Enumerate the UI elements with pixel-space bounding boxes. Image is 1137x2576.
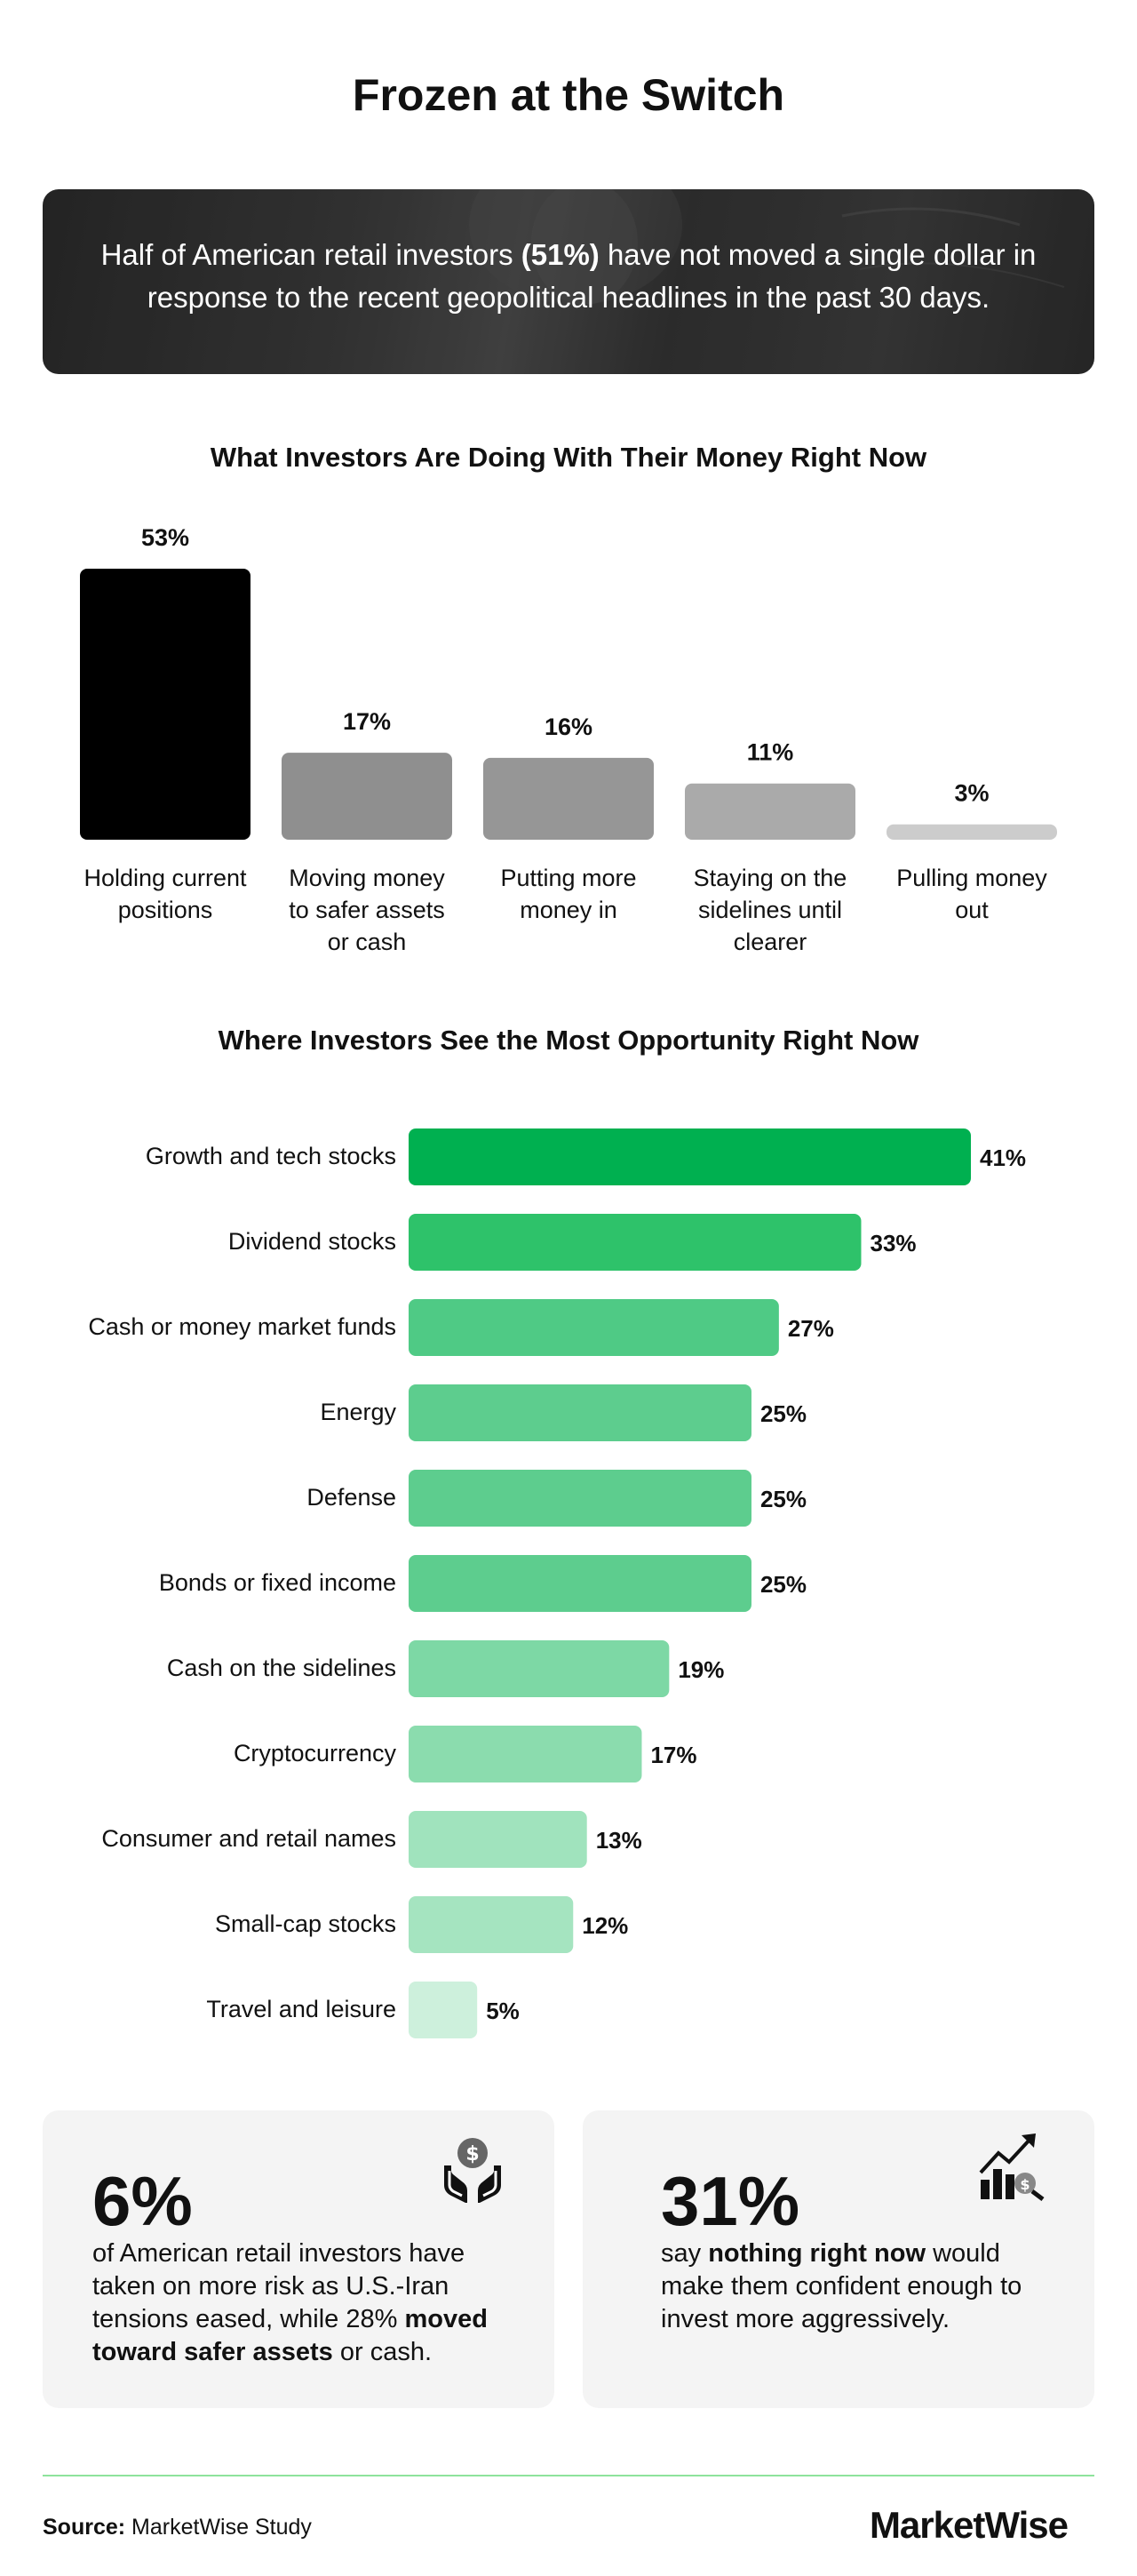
headline-highlight: (51%) [521, 238, 600, 271]
horizontal-bar-8 [409, 1811, 587, 1868]
horizontal-bar-category-10: Travel and leisure [206, 1996, 396, 2022]
horizontal-bar-value-6: 19% [678, 1656, 724, 1683]
horizontal-bar-category-4: Defense [306, 1484, 396, 1511]
horizontal-bar-5 [409, 1555, 751, 1612]
vertical-bar-category-4: Pulling money out [896, 865, 1047, 923]
stat-risk-value: 6% [92, 2162, 193, 2240]
growth-chart-icon: $ [979, 2133, 1045, 2201]
vertical-bar-value-3: 11% [747, 739, 794, 766]
horizontal-bar-value-3: 25% [760, 1400, 807, 1427]
stat-confidence-description: say nothing right now would make them co… [661, 2239, 1022, 2333]
horizontal-bar-category-6: Cash on the sidelines [166, 1655, 396, 1681]
horizontal-bar-6 [409, 1640, 670, 1697]
horizontal-bar-value-1: 33% [870, 1230, 916, 1256]
horizontal-chart-title: Where Investors See the Most Opportunity… [218, 1025, 919, 1056]
horizontal-bar-3 [409, 1384, 751, 1441]
horizontal-bar-value-10: 5% [486, 1998, 520, 2024]
vertical-bar-value-2: 16% [545, 714, 592, 740]
horizontal-bar-category-9: Small-cap stocks [214, 1910, 396, 1937]
horizontal-bar-value-7: 17% [650, 1742, 696, 1768]
investor-actions-chart: 53% 17% 16% 11% 3% Holding current positions M… [0, 506, 1137, 969]
horizontal-bar-10 [409, 1982, 478, 2038]
stat-card-risk: $ 6% of American retail investors have t… [43, 2110, 554, 2408]
horizontal-bar-value-2: 27% [788, 1315, 834, 1342]
vertical-bar-4 [887, 824, 1057, 840]
stat-card-confidence: $ 31% say nothing right now would make t… [583, 2110, 1094, 2408]
horizontal-bar-category-0: Growth and tech stocks [145, 1143, 396, 1169]
stat-risk-description: of American retail investors have taken … [92, 2239, 488, 2366]
vertical-bar-category-0: Holding current positions [83, 865, 247, 923]
vertical-bar-1 [282, 753, 452, 840]
stat-confidence-value: 31% [661, 2162, 800, 2240]
headline-text: Half of American retail investors (51%) … [100, 238, 1037, 314]
horizontal-bar-category-8: Consumer and retail names [101, 1825, 396, 1852]
vertical-bar-value-1: 17% [343, 708, 391, 735]
horizontal-bar-2 [409, 1299, 779, 1356]
horizontal-bar-1 [409, 1214, 862, 1271]
svg-text:$: $ [1020, 2176, 1030, 2193]
vertical-bar-category-2: Putting more money in [500, 865, 637, 923]
vertical-bar-3 [685, 783, 855, 840]
horizontal-bar-0 [409, 1128, 971, 1185]
opportunity-chart: 41% 33% 27% 25% 25% 25% 19% 17% 13% 12% 5% Growth … [0, 1111, 1137, 2053]
svg-text:$: $ [465, 2143, 479, 2165]
horizontal-bar-7 [409, 1726, 642, 1782]
vertical-bar-value-4: 3% [954, 780, 989, 807]
vertical-bar-category-3: Staying on the sidelines until clearer [693, 865, 847, 955]
investor-actions-bars: 53% 17% 16% 11% 3% [80, 524, 1057, 840]
horizontal-bar-value-5: 25% [760, 1571, 807, 1598]
page-title: Frozen at the Switch [352, 70, 785, 120]
vertical-bar-0 [80, 569, 250, 840]
horizontal-bar-category-5: Bonds or fixed income [158, 1569, 396, 1596]
source-note: Source: MarketWise Study [43, 2515, 312, 2540]
vertical-bar-2 [483, 757, 654, 840]
horizontal-bar-value-0: 41% [980, 1144, 1026, 1171]
horizontal-bar-value-4: 25% [760, 1486, 807, 1512]
horizontal-bar-4 [409, 1470, 751, 1527]
horizontal-bar-value-9: 12% [582, 1912, 628, 1939]
horizontal-bar-category-3: Energy [320, 1399, 396, 1425]
horizontal-bar-9 [409, 1896, 574, 1953]
vertical-bar-value-0: 53% [141, 524, 189, 551]
opportunity-bars: 41% 33% 27% 25% 25% 25% 19% 17% 13% 12% 5% [409, 1128, 1026, 2038]
footer-divider [43, 2475, 1094, 2476]
horizontal-bar-category-1: Dividend stocks [227, 1228, 396, 1255]
money-hands-icon: $ [444, 2138, 501, 2203]
brand-logo: MarketWise [869, 2504, 1069, 2546]
horizontal-bar-category-7: Cryptocurrency [233, 1740, 396, 1767]
vertical-bar-category-1: Moving money to safer assets or cash [289, 865, 445, 955]
horizontal-bar-category-2: Cash or money market funds [88, 1313, 396, 1340]
headline-banner: Half of American retail investors (51%) … [43, 189, 1094, 374]
horizontal-bar-value-8: 13% [596, 1827, 642, 1854]
vertical-chart-title: What Investors Are Doing With Their Mone… [210, 442, 927, 473]
dollar-bill-background [43, 189, 1094, 374]
